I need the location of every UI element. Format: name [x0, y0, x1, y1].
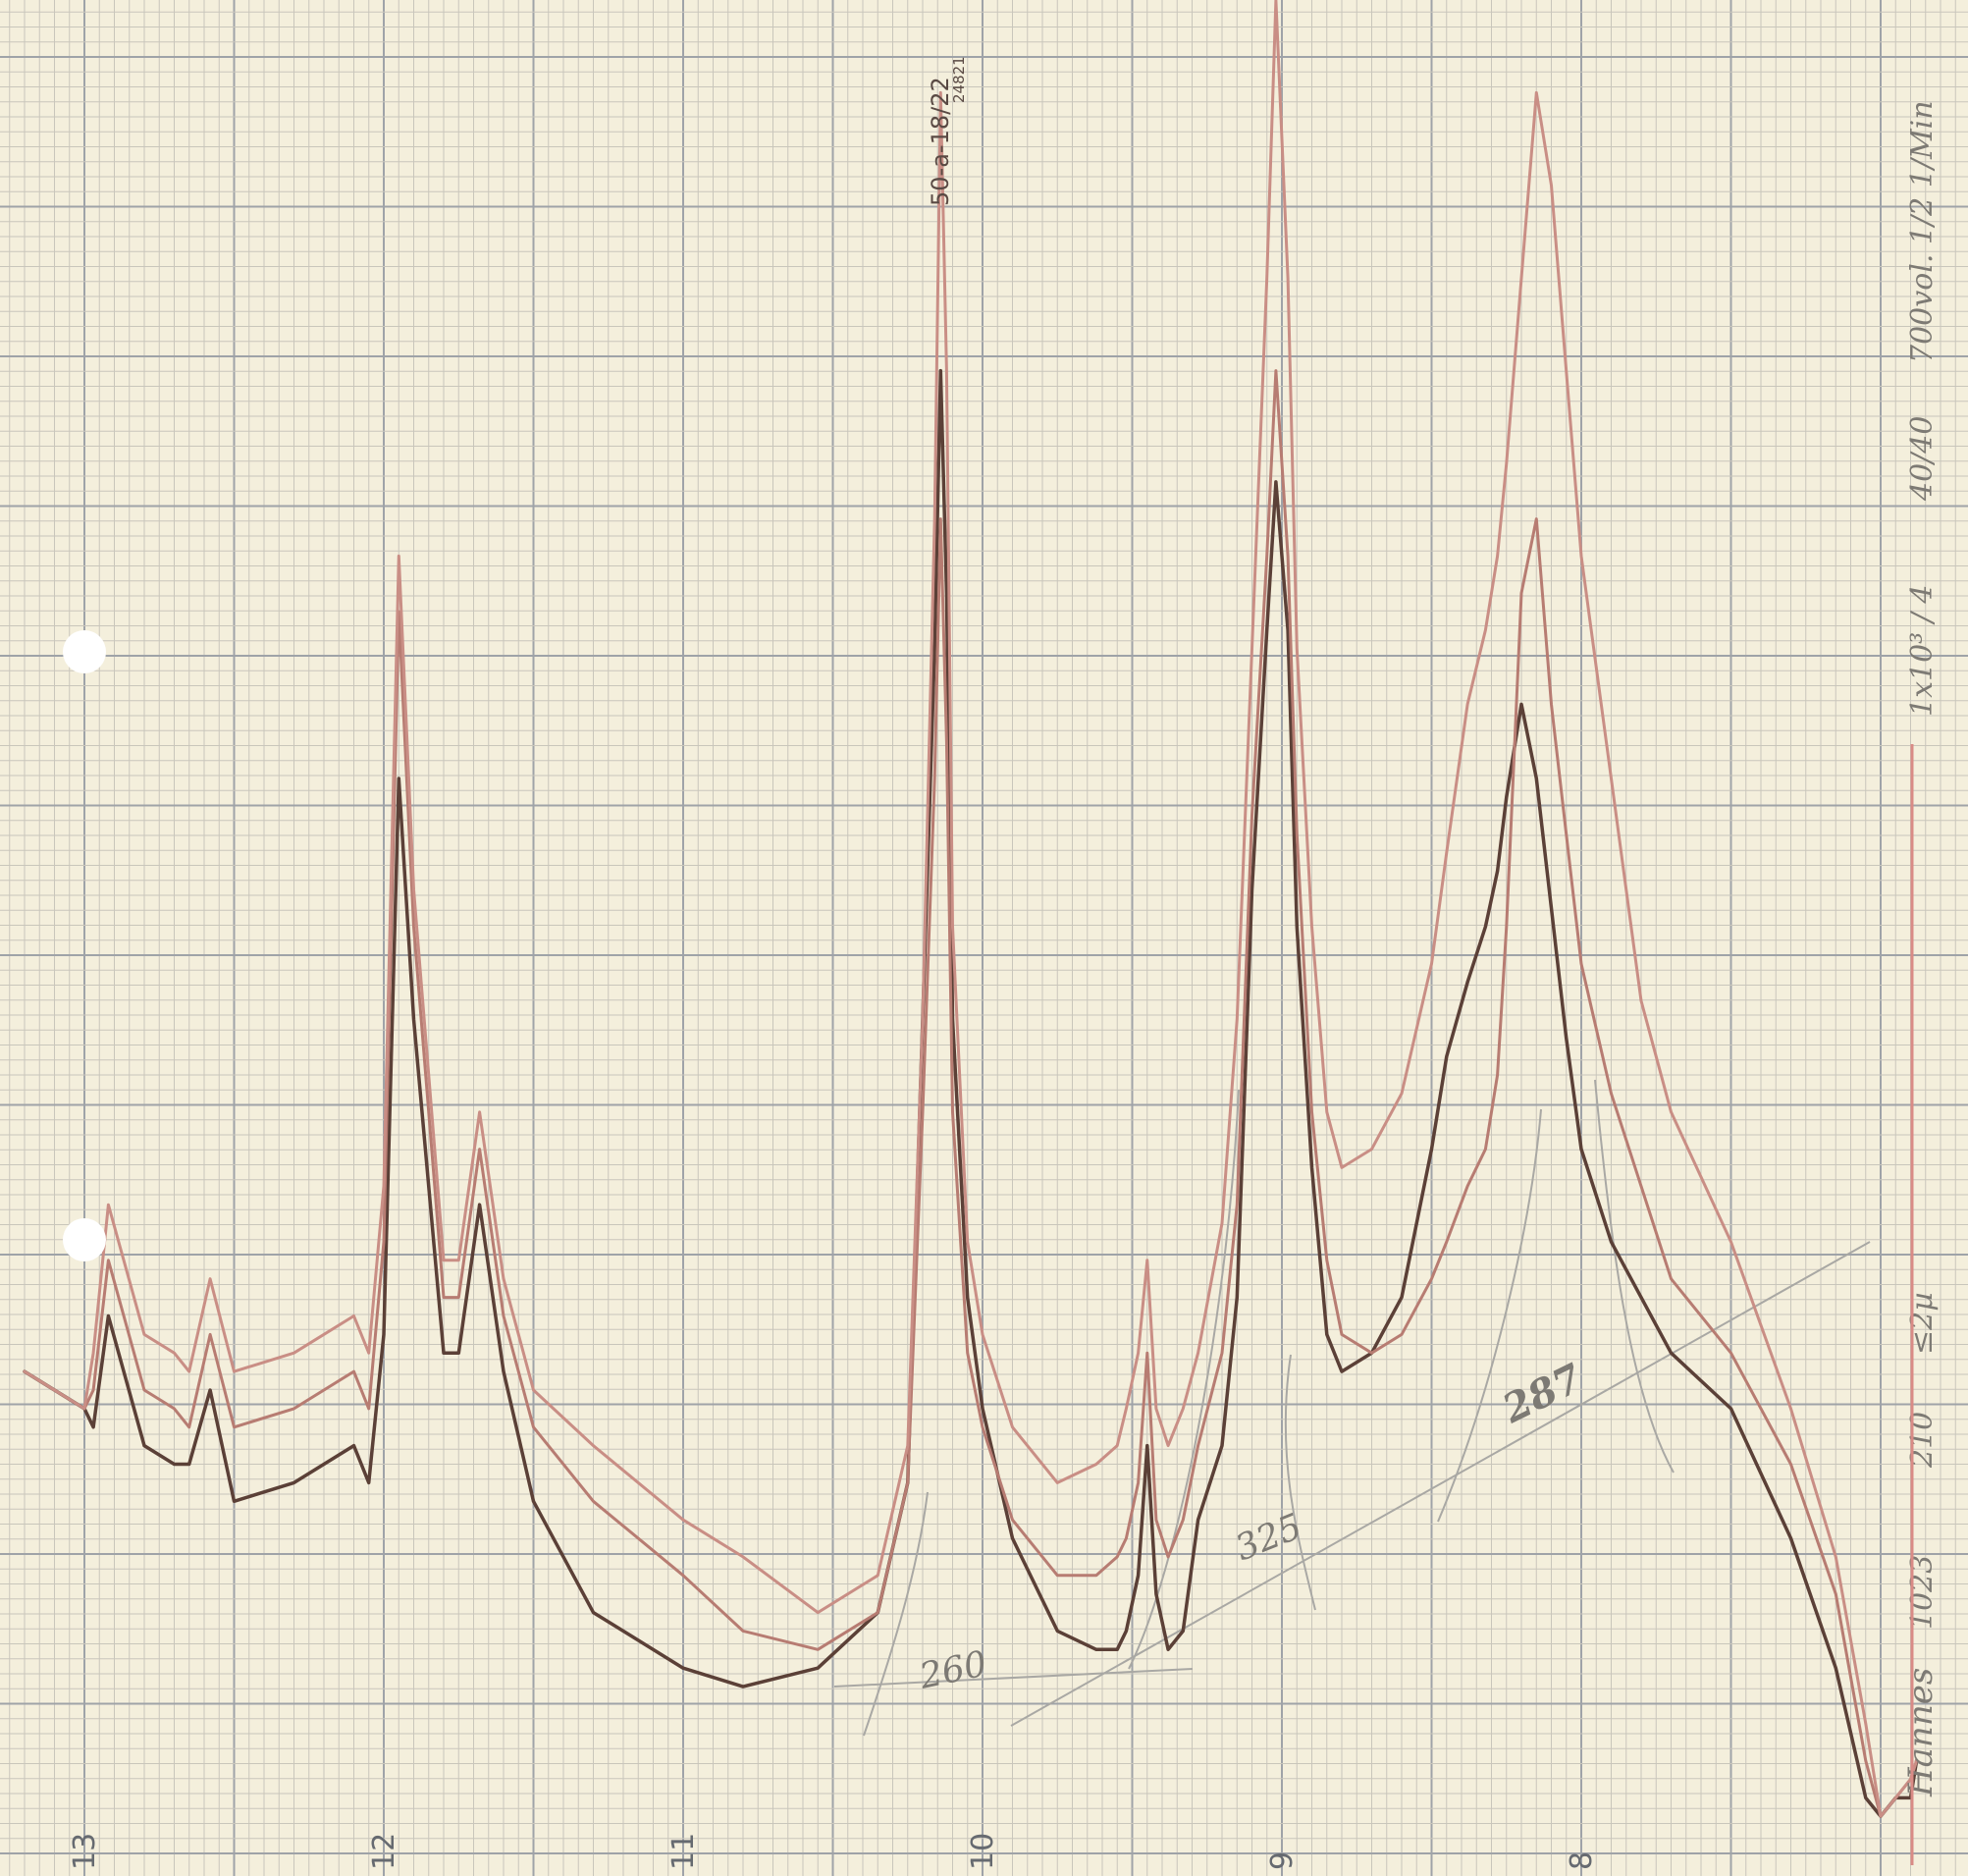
side-note-speed: 700vol. 1/2 1/Min [1905, 100, 1940, 363]
pencil-fit-curve [1128, 1089, 1240, 1670]
pencil-fit-curve [1437, 1108, 1542, 1523]
pencil-fit-curve [1284, 1354, 1316, 1611]
x-tick-label: 10 [966, 1833, 1000, 1870]
x-tick-label: 11 [666, 1833, 701, 1870]
x-tick-label: 9 [1265, 1851, 1300, 1870]
pencil-baseline [833, 1668, 1194, 1688]
pencil-baseline [1010, 1241, 1871, 1727]
sample-number-label: 24821 [950, 56, 968, 103]
x-tick-label: 8 [1565, 1851, 1599, 1870]
x-tick-label: 12 [367, 1833, 401, 1870]
series-line-3 [23, 0, 1919, 1818]
series-line-1 [23, 368, 1919, 1818]
pencil-fit-curve [863, 1491, 929, 1737]
series-group [23, 0, 1919, 1818]
side-note-particle-size: ≤2µ [1905, 1292, 1940, 1355]
side-note-1023: 1023 [1905, 1555, 1940, 1630]
pencil-construction-lines [833, 1079, 1871, 1737]
signature: Hannes [1901, 1668, 1941, 1797]
sample-id-label: 50-a-18/22 [927, 77, 954, 206]
side-note-210: 210 [1905, 1412, 1940, 1469]
side-note-slit: 40/40 [1905, 416, 1940, 502]
x-axis-ticks: 13 12 11 10 9 8 [68, 1833, 1599, 1870]
x-tick-label: 13 [68, 1833, 102, 1870]
pencil-fit-curve [1594, 1079, 1675, 1474]
punch-hole [63, 1218, 106, 1261]
punch-hole [63, 630, 106, 673]
side-note-scale: 1x10³ / 4 [1905, 585, 1940, 717]
